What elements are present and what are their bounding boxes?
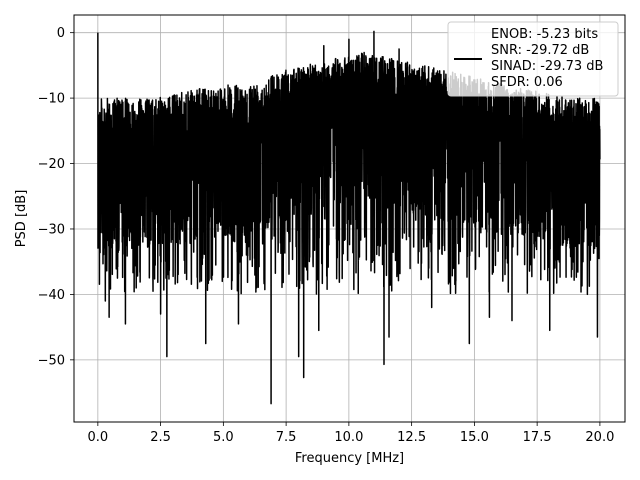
psd-series-line [97, 30, 601, 405]
legend-box [447, 21, 619, 97]
x-axis-label: Frequency [MHz] [295, 451, 404, 466]
x-tick-label: 2.5 [150, 430, 171, 445]
legend-entry-line: SINAD: -29.73 dB [491, 59, 603, 74]
x-axis: 0.0 2.5 5.0 7.5 10.0 12.5 15.0 17.5 20.0 [88, 422, 614, 445]
plot-frame [73, 14, 626, 423]
y-tick-label: −20 [38, 157, 65, 172]
x-tick-label: 5.0 [213, 430, 234, 445]
y-tick-label: 0 [57, 26, 65, 41]
x-tick-label: 0.0 [88, 430, 109, 445]
y-axis-label: PSD [dB] [14, 190, 29, 248]
x-tick-label: 12.5 [397, 430, 426, 445]
y-tick-label: −50 [38, 353, 65, 368]
y-tick-label: −40 [38, 288, 65, 303]
x-tick-label: 20.0 [585, 430, 614, 445]
x-tick-label: 17.5 [523, 430, 552, 445]
y-tick-label: −30 [38, 222, 65, 237]
y-axis: 0 −10 −20 −30 −40 −50 [38, 26, 74, 368]
series-layer [97, 30, 601, 405]
x-tick-label: 10.0 [334, 430, 363, 445]
x-tick-label: 7.5 [276, 430, 297, 445]
x-tick-label: 15.0 [460, 430, 489, 445]
y-tick-label: −10 [38, 92, 65, 107]
legend-entry-line: SFDR: 0.06 [491, 75, 563, 90]
legend-entry-line: ENOB: -5.23 bits [491, 27, 598, 42]
legend-entry-line: SNR: -29.72 dB [491, 43, 589, 58]
